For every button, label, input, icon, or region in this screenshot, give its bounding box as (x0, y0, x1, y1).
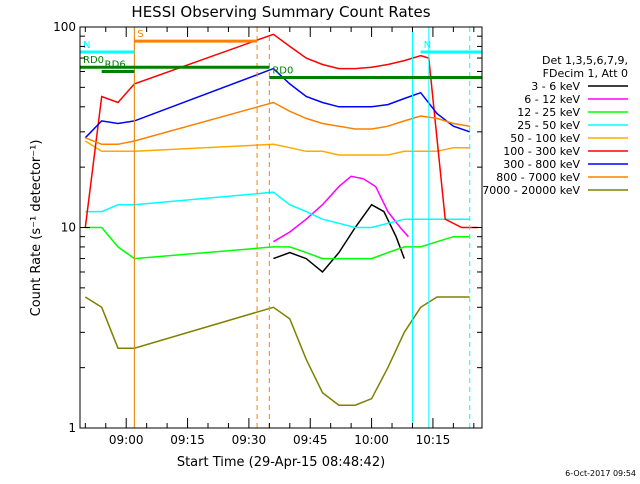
x-tick-label: 09:15 (170, 433, 205, 447)
x-tick-label: 10:15 (416, 433, 451, 447)
series-line-4 (84, 140, 470, 156)
legend-entry-label: 3 - 6 keV (531, 80, 580, 93)
legend-entry-label: 12 - 25 keV (517, 106, 580, 119)
series-line-2 (85, 226, 470, 260)
x-tick-label: 09:30 (232, 433, 267, 447)
legend-entry-label: 800 - 7000 keV (496, 171, 580, 184)
series-line-6 (84, 67, 470, 139)
legend-entry-label: 25 - 50 keV (517, 119, 580, 132)
legend-entry-label: 100 - 300 keV (503, 145, 580, 158)
series-line-1 (273, 175, 409, 243)
marker-label-4: RD0 (272, 65, 293, 76)
x-tick-label: 09:00 (109, 433, 144, 447)
chart-title: HESSI Observing Summary Count Rates (131, 3, 430, 21)
y-tick-label: 100 (53, 20, 76, 34)
marker-label-2: N (424, 40, 431, 51)
x-tick-label: 09:45 (293, 433, 328, 447)
legend: Det 1,3,5,6,7,9,FDecim 1, Att 03 - 6 keV… (482, 54, 628, 197)
x-tick-label: 10:00 (354, 433, 389, 447)
legend-entry-label: 6 - 12 keV (524, 93, 580, 106)
series-line-7 (85, 101, 470, 146)
y-tick-label: 1 (68, 421, 76, 435)
legend-header-line: Det 1,3,5,6,7,9, (542, 54, 628, 67)
marker-label-5: RD6 (105, 59, 126, 70)
legend-header-line: FDecim 1, Att 0 (543, 67, 628, 80)
marker-label-0: S (137, 29, 143, 40)
legend-entry-label: 7000 - 20000 keV (482, 184, 580, 197)
marker-label-3: RD0 (83, 55, 104, 66)
y-axis-label: Count Rate (s⁻¹ detector⁻¹) (29, 140, 44, 317)
footer-date: 6-Oct-2017 09:54 (565, 469, 636, 478)
axes-layer: 1 10 100 09:00 09:15 09:30 09:45 10:00 10:15 (53, 20, 483, 447)
series-line-3 (85, 191, 470, 229)
legend-entry-label: 50 - 100 keV (510, 132, 580, 145)
series-line-0 (273, 203, 406, 274)
series-line-8 (84, 296, 470, 406)
x-axis-label: Start Time (29-Apr-15 08:48:42) (177, 455, 385, 470)
series-line-5 (84, 33, 478, 229)
y-tick-label: 10 (61, 221, 76, 235)
series-layer (84, 33, 478, 406)
legend-entry-label: 300 - 800 keV (503, 158, 580, 171)
marker-label-1: N (83, 40, 90, 51)
